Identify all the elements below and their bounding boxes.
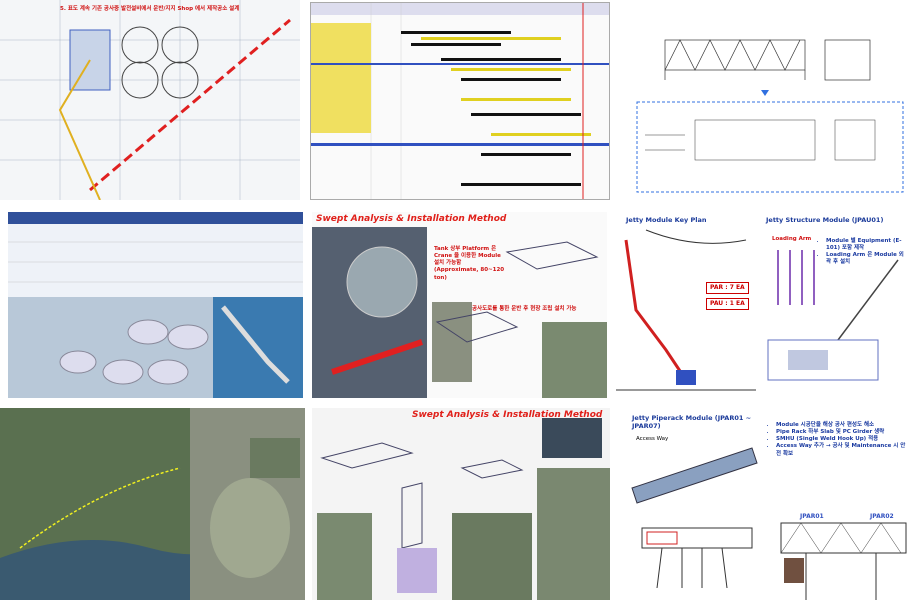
label: Access Way (636, 436, 669, 442)
tile-title: Jetty Structure Module (JPAU01) (766, 216, 884, 224)
note-item: Module 별 Equipment (E-101) 포함 제작 (826, 238, 908, 252)
tile-title: Jetty Module Key Plan (626, 216, 707, 224)
note: Module 별 Equipment (E-101) 포함 제작Loading … (818, 238, 908, 267)
tile-title: Swept Analysis & Installation Method (316, 214, 507, 224)
label: PAU : 1 EA (706, 298, 749, 310)
note-item: Loading Arm 은 Module 외곽 후 설치 (826, 252, 908, 266)
note-item: Module 시공단을 해상 공사 편성도 해소 (776, 422, 908, 429)
piperack-section (780, 522, 907, 600)
truss-drawing (636, 39, 904, 193)
aerial-map (0, 408, 305, 600)
annotation: 공사도로를 통한 운반 후 현장 조립 설치 가능 (472, 306, 577, 312)
label: Loading Arm (772, 236, 812, 242)
tile-title: Swept Analysis & Installation Method (412, 410, 603, 420)
swept-drawing-2 (317, 418, 610, 600)
notes: Module 시공단을 해상 공사 편성도 해소 Pipe Rack 하부 Sl… (768, 422, 908, 458)
piperack-tile: Jetty Piperack Module (JPAR01 ~ JPAR07) … (622, 408, 762, 600)
swept-tile-1: Swept Analysis & Installation Method Tan… (312, 212, 607, 398)
annotation: Tank 상부 Platform 은 Crane 을 이용한 Module 설치… (434, 246, 505, 281)
site-note: 5. 표도 계속 기존 공사중 발전설비에서 운반/지지 Shop 에서 제작공… (60, 6, 240, 12)
truss-tile (625, 0, 909, 200)
structure-module (767, 250, 899, 381)
label: PAR : 7 EA (706, 282, 749, 294)
key-plan (616, 229, 756, 391)
note-item: Access Way 추가 → 공사 및 Maintenance 시 안전 확보 (776, 443, 908, 457)
site-plan-tile: 5. 표도 계속 기존 공사중 발전설비에서 운반/지지 Shop 에서 제작공… (0, 0, 300, 200)
tank-tile (8, 212, 303, 398)
gantt-chart (311, 3, 609, 199)
note-item: Pipe Rack 하부 Slab 및 PC Girder 생략 (776, 429, 908, 436)
tank-render (8, 212, 303, 398)
structure-tile: Jetty Structure Module (JPAU01) Loading … (758, 210, 909, 400)
schedule-tile (310, 2, 610, 200)
label: JPAR01 (800, 513, 824, 520)
piperack-notes-tile: Module 시공단을 해상 공사 편성도 해소 Pipe Rack 하부 Sl… (766, 408, 909, 600)
key-plan-tile: Jetty Module Key Plan PAR : 7 EA PAU : 1… (616, 210, 756, 400)
note-item: SMHU (Single Weld Hook Up) 적용 (776, 436, 908, 443)
swept-drawing (312, 227, 607, 398)
swept-tile-2: Swept Analysis & Installation Method (312, 408, 610, 600)
site-plan (0, 0, 300, 200)
tile-title: Jetty Piperack Module (JPAR01 ~ JPAR07) (632, 414, 752, 431)
piperack (631, 447, 758, 589)
label: JPAR02 (870, 513, 894, 520)
aerial-tile (0, 408, 305, 600)
